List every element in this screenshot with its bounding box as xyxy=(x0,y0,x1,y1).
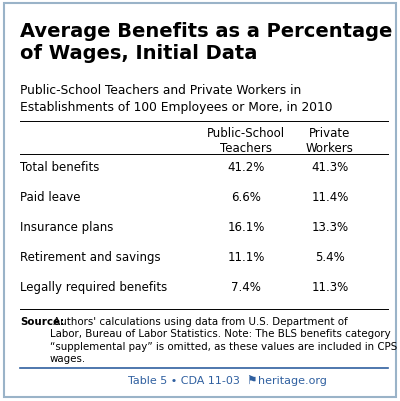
Text: Total benefits: Total benefits xyxy=(20,160,99,173)
Text: 5.4%: 5.4% xyxy=(315,251,345,263)
Text: Public-School Teachers and Private Workers in
Establishments of 100 Employees or: Public-School Teachers and Private Worke… xyxy=(20,84,332,113)
Text: 11.4%: 11.4% xyxy=(311,190,349,203)
Text: Retirement and savings: Retirement and savings xyxy=(20,251,161,263)
Text: 41.2%: 41.2% xyxy=(227,160,265,173)
Text: Public-School
Teachers: Public-School Teachers xyxy=(207,126,285,155)
Text: 11.3%: 11.3% xyxy=(311,281,349,294)
Text: Paid leave: Paid leave xyxy=(20,190,80,203)
Text: 16.1%: 16.1% xyxy=(227,221,265,233)
Text: Legally required benefits: Legally required benefits xyxy=(20,281,167,294)
Text: Insurance plans: Insurance plans xyxy=(20,221,113,233)
Text: Private
Workers: Private Workers xyxy=(306,126,354,155)
Text: heritage.org: heritage.org xyxy=(258,375,327,385)
Text: ⚑: ⚑ xyxy=(246,374,256,387)
Text: Authors' calculations using data from U.S. Department of
Labor, Bureau of Labor : Authors' calculations using data from U.… xyxy=(50,316,397,363)
Text: 7.4%: 7.4% xyxy=(231,281,261,294)
Text: 13.3%: 13.3% xyxy=(312,221,348,233)
Text: 41.3%: 41.3% xyxy=(311,160,349,173)
Text: Table 5 • CDA 11-03: Table 5 • CDA 11-03 xyxy=(128,375,240,385)
Text: Source:: Source: xyxy=(20,316,64,326)
Text: 6.6%: 6.6% xyxy=(231,190,261,203)
Text: Average Benefits as a Percentage
of Wages, Initial Data: Average Benefits as a Percentage of Wage… xyxy=(20,22,392,63)
Text: 11.1%: 11.1% xyxy=(227,251,265,263)
